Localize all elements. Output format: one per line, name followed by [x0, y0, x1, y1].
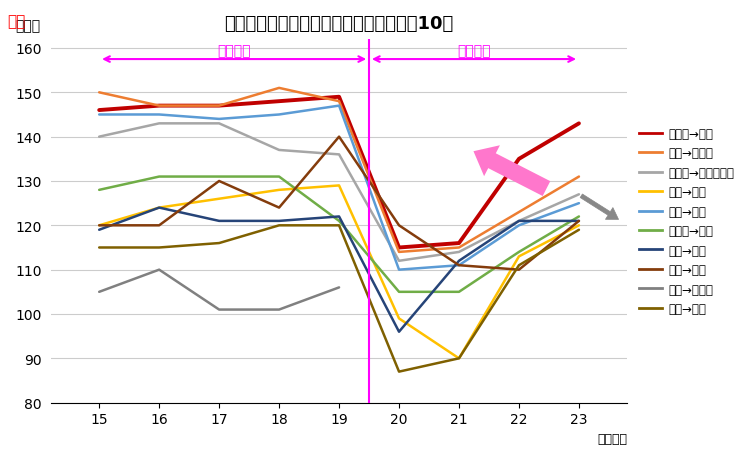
Y-axis label: （％）: （％） [16, 19, 40, 33]
Text: コロナ後: コロナ後 [457, 44, 491, 58]
Title: 通勤電車の混雑率の推移（関西ワースト10）: 通勤電車の混雑率の推移（関西ワースト10） [225, 15, 454, 33]
Text: （年度）: （年度） [597, 432, 627, 445]
Text: マ！: マ！ [7, 14, 25, 29]
Legend: 神崎川→十三, 梅田→淀屋橋, 森ノ宮→谷町四丁目, 山科→御陵, 三国→十三, 下新庄→淡路, 野江→京橋, 鴫野→京橋, 堺市→天王寺, 京都→五条: 神崎川→十三, 梅田→淀屋橋, 森ノ宮→谷町四丁目, 山科→御陵, 三国→十三,… [639, 128, 734, 315]
Text: コロナ前: コロナ前 [217, 44, 251, 58]
